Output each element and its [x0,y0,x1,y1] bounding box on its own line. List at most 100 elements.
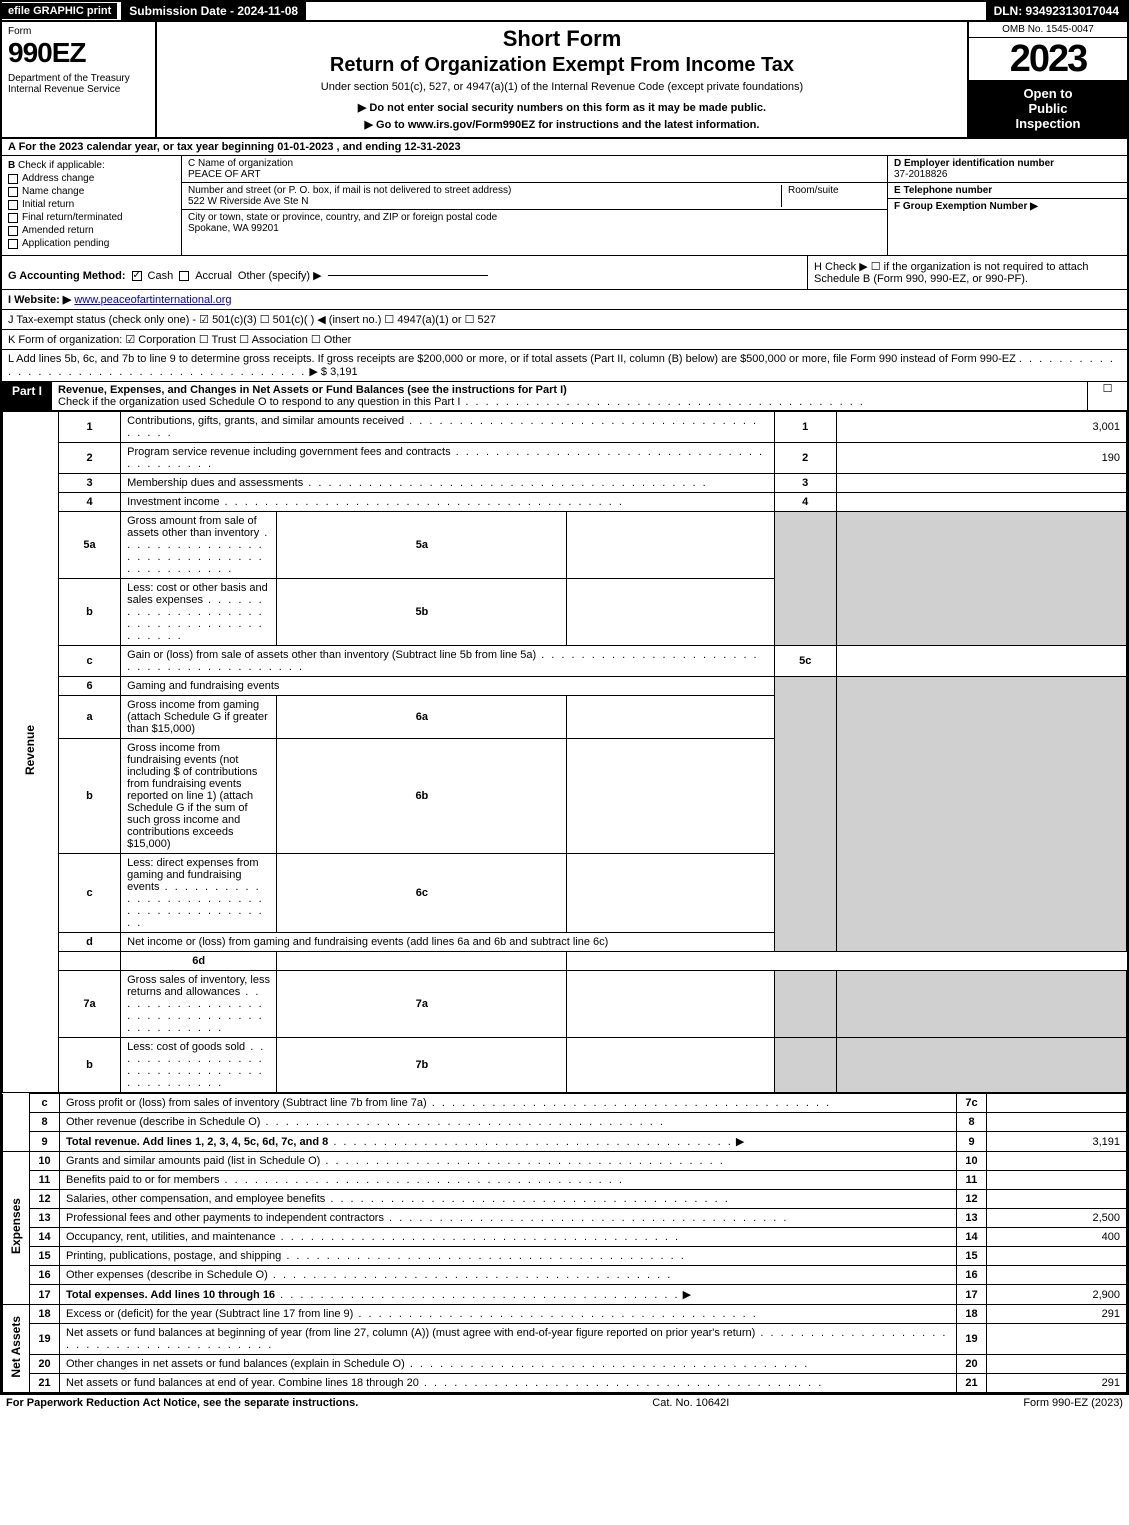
l6c-text: Less: direct expenses from gaming and fu… [121,854,277,933]
chk-address[interactable] [8,174,18,184]
part1-check: ☐ [1087,382,1127,410]
website-link[interactable]: www.peaceofartinternational.org [74,294,231,306]
l6-text: Gaming and fundraising events [121,677,775,696]
section-def: D Employer identification number 37-2018… [887,156,1127,255]
g-accrual: Accrual [195,270,232,282]
side-revenue: Revenue [3,412,59,1093]
shaded [836,971,1126,1038]
l16-r: 16 [957,1266,987,1285]
l4-r: 4 [774,493,836,512]
l-amount: ▶ $ 3,191 [309,366,357,378]
ln: 19 [30,1324,60,1355]
shaded [774,971,836,1038]
l5c-r: 5c [774,646,836,677]
l6a-s: 6a [277,696,567,739]
section-j: J Tax-exempt status (check only one) - ☑… [2,310,1127,330]
l7c-a [987,1094,1127,1113]
chk-name[interactable] [8,187,18,197]
org-addr: 522 W Riverside Ave Ste N [188,196,769,207]
note-link: ▶ Go to www.irs.gov/Form990EZ for instru… [165,118,959,131]
ln: 4 [58,493,120,512]
chk-accrual[interactable] [179,271,189,281]
dln: DLN: 93492313017044 [986,2,1127,20]
l13-r: 13 [957,1209,987,1228]
ln: a [58,696,120,739]
l6c-s: 6c [277,854,567,933]
ln: 6 [58,677,120,696]
l20-r: 20 [957,1355,987,1374]
l2-r: 2 [774,443,836,474]
l7a-v [567,971,774,1038]
chk-initial[interactable] [8,200,18,210]
title-short-form: Short Form [165,26,959,52]
l21-r: 21 [957,1374,987,1393]
section-l: L Add lines 5b, 6c, and 7b to line 9 to … [2,350,1127,382]
e-label: E Telephone number [894,185,992,196]
org-name: PEACE OF ART [188,169,881,180]
ln: 15 [30,1247,60,1266]
section-h: H Check ▶ ☐ if the organization is not r… [807,256,1127,289]
ln: 2 [58,443,120,474]
ln: 3 [58,474,120,493]
part1-table: Revenue 1 Contributions, gifts, grants, … [2,411,1127,1093]
l9-text: Total revenue. Add lines 1, 2, 3, 4, 5c,… [60,1132,957,1152]
l-text: L Add lines 5b, 6c, and 7b to line 9 to … [8,353,1016,365]
section-a: A For the 2023 calendar year, or tax yea… [2,139,1127,156]
l7b-v [567,1038,774,1093]
ln: c [58,854,120,933]
chk-final[interactable] [8,213,18,223]
l12-text: Salaries, other compensation, and employ… [60,1190,957,1209]
l1-a: 3,001 [836,412,1126,443]
efile-link[interactable]: efile GRAPHIC print [2,3,117,19]
l18-a: 291 [987,1305,1127,1324]
l14-a: 400 [987,1228,1127,1247]
g-label: G Accounting Method: [8,270,126,282]
l18-r: 18 [957,1305,987,1324]
l7b-text: Less: cost of goods sold [121,1038,277,1093]
ln: 10 [30,1152,60,1171]
chk-pending[interactable] [8,239,18,249]
tax-year: 2023 [969,38,1127,80]
chk-cash[interactable] [132,271,142,281]
opt-name: Name change [22,186,84,197]
part1-sub: Check if the organization used Schedule … [58,396,460,408]
addr-label: Number and street (or P. O. box, if mail… [188,185,769,196]
l7c-r: 7c [957,1094,987,1113]
l10-text: Grants and similar amounts paid (list in… [60,1152,957,1171]
l5c-a [836,646,1126,677]
l6b-v [567,739,774,854]
chk-amended[interactable] [8,226,18,236]
l9-a: 3,191 [987,1132,1127,1152]
l8-a [987,1113,1127,1132]
ln: c [58,646,120,677]
header-center: Short Form Return of Organization Exempt… [157,22,967,137]
l6d-a [277,952,567,971]
c-label: C Name of organization [188,158,881,169]
l17-r: 17 [957,1285,987,1305]
l16-text: Other expenses (describe in Schedule O) [60,1266,957,1285]
opt-final: Final return/terminated [22,212,123,223]
header-right: OMB No. 1545-0047 2023 Open to Public In… [967,22,1127,137]
ln: 13 [30,1209,60,1228]
side-netassets: Net Assets [3,1305,30,1393]
page-footer: For Paperwork Reduction Act Notice, see … [0,1395,1129,1411]
l14-r: 14 [957,1228,987,1247]
opt-amended: Amended return [22,225,94,236]
shaded [774,677,836,952]
ln: 20 [30,1355,60,1374]
ln: 5a [58,512,120,579]
shaded [836,677,1126,952]
d-label: D Employer identification number [894,158,1054,169]
shaded [774,1038,836,1093]
l6c-v [567,854,774,933]
title-sub: Under section 501(c), 527, or 4947(a)(1)… [165,81,959,93]
l15-r: 15 [957,1247,987,1266]
l5a-s: 5a [277,512,567,579]
form-page: efile GRAPHIC print Submission Date - 20… [0,0,1129,1395]
l1-text: Contributions, gifts, grants, and simila… [121,412,775,443]
l14-text: Occupancy, rent, utilities, and maintena… [60,1228,957,1247]
l18-text: Excess or (deficit) for the year (Subtra… [60,1305,957,1324]
header-left: Form 990EZ Department of the Treasury In… [2,22,157,137]
l8-text: Other revenue (describe in Schedule O) [60,1113,957,1132]
form-label: Form [8,26,149,37]
